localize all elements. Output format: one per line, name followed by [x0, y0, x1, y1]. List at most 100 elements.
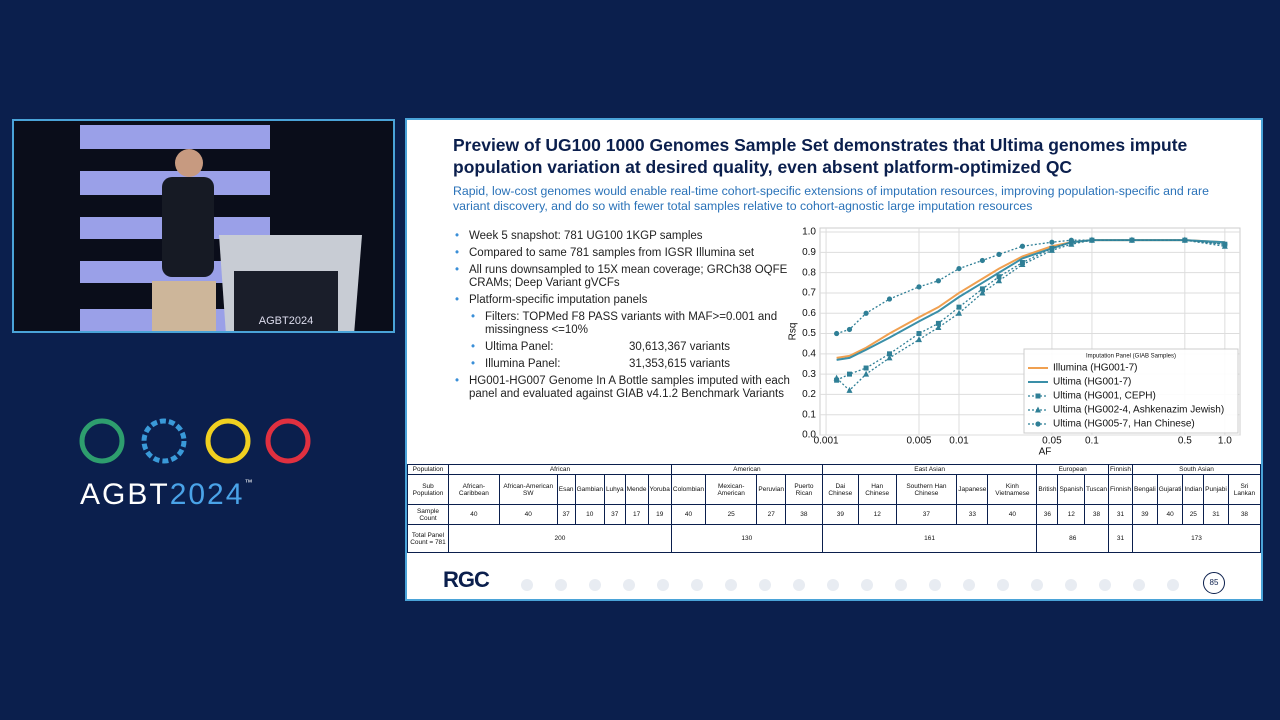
- data-point: [1019, 261, 1026, 268]
- footer-dots: [521, 579, 1179, 591]
- data-point: [916, 284, 922, 290]
- group-header: South Asian: [1132, 464, 1261, 475]
- y-tick-label: 0.8: [802, 267, 816, 278]
- bullet-text: All runs downsampled to 15X mean coverag…: [469, 264, 788, 289]
- legend-label: Ultima (HG005-7, Han Chinese): [1053, 419, 1195, 430]
- footer-logo: RGC: [443, 567, 490, 592]
- legend-label: Ultima (HG001-7): [1053, 377, 1131, 388]
- data-point: [833, 374, 840, 381]
- data-point: [935, 278, 942, 284]
- bullet: Week 5 snapshot: 781 UG100 1KGP samples: [453, 230, 793, 243]
- sample-count: 19: [647, 504, 672, 525]
- y-tick-label: 0.5: [802, 328, 816, 339]
- slide-title: Preview of UG100 1000 Genomes Sample Set…: [453, 135, 1188, 177]
- table-row: Sub Population African-Caribbean African-A…: [407, 474, 1262, 505]
- data-point: [887, 351, 893, 357]
- sample-count: 40: [987, 504, 1038, 525]
- subpopulation: Puerto Rican: [785, 474, 823, 505]
- data-point: [863, 370, 870, 377]
- speaker-video: AGBT2024: [12, 119, 395, 333]
- x-tick-label: 0.1: [1085, 436, 1099, 447]
- data-point: [846, 326, 853, 333]
- data-point: [916, 331, 922, 337]
- x-tick-label: 0.005: [906, 436, 931, 447]
- subpopulation: Japanese: [956, 474, 989, 505]
- y-tick-label: 0.6: [802, 308, 816, 319]
- data-point: [1049, 239, 1055, 245]
- y-tick-label: 0.3: [802, 369, 816, 380]
- bullet-text: Week 5 snapshot: 781 UG100 1KGP samples: [469, 230, 703, 242]
- subpopulation: British: [1036, 474, 1059, 505]
- group-total: 130: [670, 524, 823, 553]
- row-header: Total Panel Count = 781: [407, 524, 449, 553]
- x-tick-label: 1.0: [1218, 436, 1232, 447]
- series-line: [836, 239, 1225, 335]
- group-header: African: [448, 464, 672, 475]
- series-line: [836, 239, 1225, 381]
- brand-icons: [79, 418, 311, 464]
- group-header: Finnish: [1108, 464, 1133, 475]
- sample-count: 39: [1132, 504, 1158, 525]
- group-total: 200: [448, 524, 672, 553]
- subpopulation: Punjabi: [1203, 474, 1229, 505]
- group-header: East Asian: [821, 464, 1038, 475]
- y-tick-label: 0.7: [802, 288, 816, 299]
- legend-label: Ultima (HG001, CEPH): [1053, 391, 1156, 402]
- data-point: [979, 257, 986, 264]
- y-tick-label: 0.1: [802, 409, 816, 420]
- data-point: [915, 336, 922, 343]
- data-point: [886, 354, 893, 361]
- group-total: 173: [1132, 524, 1261, 553]
- data-point: [979, 289, 986, 296]
- bullet: Illumina Panel: 31,353,615 variants: [469, 358, 793, 371]
- bullet-list: Week 5 snapshot: 781 UG100 1KGP samples C…: [453, 230, 793, 405]
- x-tick-label: 0.5: [1178, 436, 1192, 447]
- sample-count: 12: [1057, 504, 1085, 525]
- y-tick-label: 1.0: [802, 227, 816, 238]
- bullet-text: Compared to same 781 samples from IGSR I…: [469, 247, 755, 259]
- x-tick-label: 0.05: [1042, 436, 1062, 447]
- group-total: 161: [821, 524, 1038, 553]
- bullet-text: Platform-specific imputation panels: [469, 294, 648, 306]
- data-point: [956, 309, 963, 316]
- subpopulation: Dai Chinese: [821, 474, 859, 505]
- legend-label: Illumina (HG001-7): [1053, 363, 1137, 374]
- data-point: [834, 330, 840, 337]
- slide-subtitle: Rapid, low-cost genomes would enable rea…: [453, 184, 1209, 213]
- brand-tm: ™: [244, 478, 255, 487]
- sample-count: 31: [1108, 504, 1133, 525]
- subpopulation: Han Chinese: [857, 474, 897, 505]
- group-total: 86: [1036, 524, 1110, 553]
- sample-count: 31: [1203, 504, 1229, 525]
- sample-count: 33: [956, 504, 989, 525]
- data-point: [956, 265, 962, 272]
- subpopulation: Colombian: [670, 474, 706, 505]
- data-point: [1182, 237, 1188, 243]
- data-point: [979, 286, 985, 292]
- group-header: European: [1036, 464, 1110, 475]
- data-point: [935, 323, 942, 330]
- legend-marker: [1035, 421, 1041, 427]
- y-tick-label: 0.0: [802, 430, 816, 441]
- subpopulation: Spanish: [1057, 474, 1085, 505]
- table-row: Total Panel Count = 781 200 130 161 86 31 173: [407, 524, 1261, 553]
- subpopulation: Kinh Vietnamese: [987, 474, 1038, 505]
- brand-name: AGBT: [80, 478, 170, 511]
- data-point: [1129, 237, 1135, 243]
- sample-count: 25: [704, 504, 758, 525]
- subpopulation: Mexican-American: [704, 474, 758, 505]
- video-scene: AGBT2024: [80, 125, 362, 331]
- sample-count: 40: [670, 504, 706, 525]
- sample-count: 37: [603, 504, 626, 525]
- y-tick-label: 0.9: [802, 247, 816, 258]
- podium-text: AGBT2024: [259, 315, 313, 327]
- sample-count: 37: [895, 504, 958, 525]
- sample-count: 12: [857, 504, 897, 525]
- data-point: [846, 371, 852, 377]
- data-point: [1068, 240, 1075, 247]
- data-point: [863, 365, 869, 371]
- subpopulation: Tuscan: [1083, 474, 1110, 505]
- series-line: [836, 239, 1225, 392]
- subpopulation: African-Caribbean: [448, 474, 500, 505]
